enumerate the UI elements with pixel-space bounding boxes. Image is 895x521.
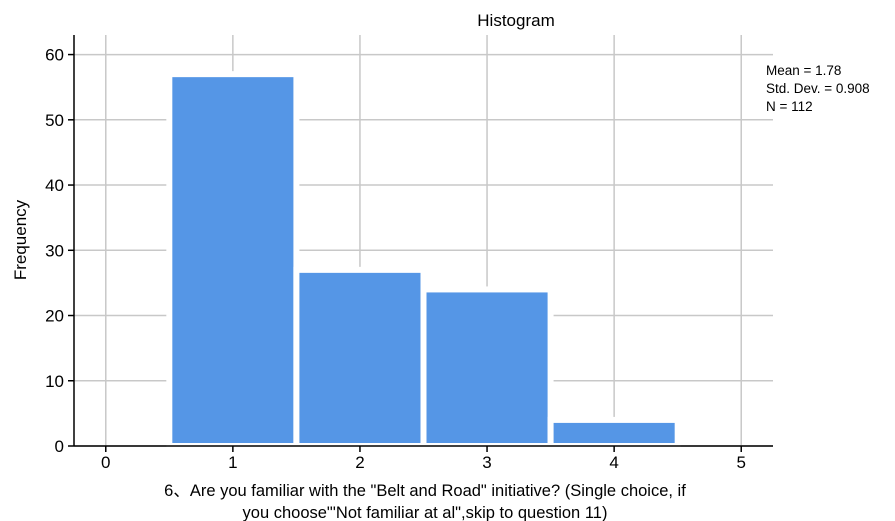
x-tick-label-4: 4 [609,453,618,472]
bar-2 [293,266,427,449]
x-tick-label-5: 5 [736,453,745,472]
bar-1 [166,71,300,450]
y-tick-label-0: 0 [55,437,64,456]
y-tick-label-20: 20 [45,307,64,326]
x-tick-label-3: 3 [482,453,491,472]
y-tick-label-50: 50 [45,111,64,130]
x-axis-label-line-2: you choose"'Not familiar at al",skip to … [243,504,608,521]
y-tick-label-40: 40 [45,176,64,195]
x-axis-label-line-1: 6、Are you familiar with the "Belt and Ro… [164,482,686,500]
stat-std-dev: Std. Dev. = 0.908 [766,81,870,96]
x-tick-label-0: 0 [101,453,110,472]
histogram-bars [166,71,681,450]
stats-annotation: Mean = 1.78 Std. Dev. = 0.908 N = 112 [766,63,870,114]
chart-title: Histogram [477,11,554,30]
stat-mean: Mean = 1.78 [766,63,841,78]
y-tick-label-60: 60 [45,46,64,65]
tick-labels: 0 10 20 30 40 50 60 0 1 2 3 4 5 [45,46,746,472]
bar-3 [420,286,554,449]
stat-n: N = 112 [766,99,813,114]
y-tick-label-30: 30 [45,241,64,260]
bar-4 [547,416,681,449]
y-tick-label-10: 10 [45,372,64,391]
y-axis-label: Frequency [11,199,30,280]
x-tick-label-1: 1 [228,453,237,472]
x-tick-label-2: 2 [355,453,364,472]
axes [73,35,773,447]
